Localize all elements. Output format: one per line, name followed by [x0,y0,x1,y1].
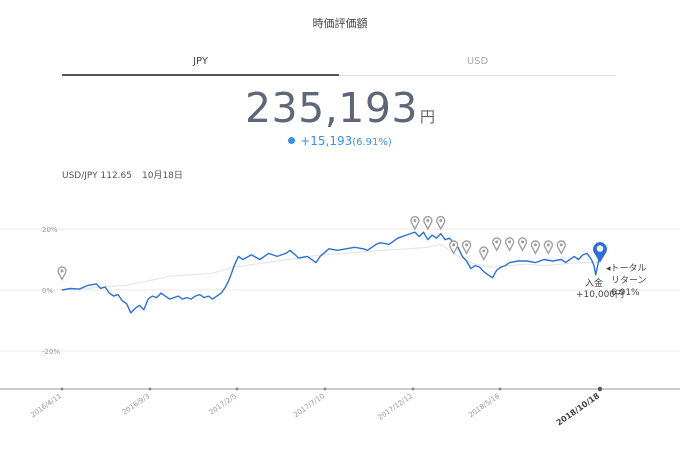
fx-date: 10月18日 [142,171,183,181]
x-tick-label: 2018/10/18 [555,391,602,428]
page-title: 時価評価額 [312,17,368,30]
portfolio-series-line [61,231,601,314]
x-tick-dot [60,387,64,391]
x-tick-label: 2018/5/16 [467,392,501,419]
event-marker-icon[interactable] [530,240,541,255]
event-marker-icon[interactable] [57,266,67,281]
event-marker-icon[interactable] [492,237,502,252]
currency-tabs: JPY USD [62,55,616,76]
x-tick-label: 2017/2/5 [208,392,238,417]
event-marker-icon[interactable] [517,237,528,252]
valuation-display: 235,193 円 [0,84,680,132]
x-tick-dot [597,386,603,392]
tab-usd[interactable]: USD [339,55,616,76]
event-marker-icon[interactable] [461,240,472,255]
event-marker-icon[interactable] [449,240,459,255]
valuation-unit: 円 [420,108,436,126]
fx-info: USD/JPY 112.65 10月18日 [62,168,183,181]
change-percent: (6.91%) [352,137,392,148]
y-tick-label: 20% [42,226,58,234]
valuation-amount: 235,193 [244,84,419,132]
x-tick-label: 2016/9/3 [121,392,151,417]
x-tick-label: 2016/4/11 [29,392,63,419]
event-marker-icon[interactable] [410,215,420,231]
x-tick-dot [498,387,502,391]
change-dot-icon [288,137,296,144]
total-return-label-2: リターン [611,275,647,286]
tab-jpy[interactable]: JPY [62,55,339,76]
event-marker-icon[interactable] [504,237,515,252]
x-tick-dot [148,387,152,391]
benchmark-series-line [61,243,600,291]
event-marker-icon[interactable] [543,240,553,255]
event-marker-icon[interactable] [556,240,566,255]
event-marker-icon[interactable] [479,246,489,261]
x-tick-dot [411,387,415,391]
deposit-amount: +10,000円 [576,289,624,300]
deposit-label: 入金 [585,277,603,289]
y-tick-label: 0% [42,287,53,295]
current-value-marker-icon[interactable] [593,242,607,263]
fx-rate: USD/JPY 112.65 [62,171,132,181]
y-tick-label: -20% [42,348,60,356]
x-tick-label: 2017/7/10 [292,392,326,419]
event-marker-icon[interactable] [436,215,446,231]
x-tick-dot [323,387,327,391]
x-tick-dot [235,387,239,391]
performance-chart[interactable]: 20% 0% -20% ◂トータル リターン 6.91% 入金 +10,000円 2… [0,190,680,458]
change-amount: +15,193 [300,134,353,148]
valuation-change: +15,193(6.91%) [0,134,680,148]
total-return-value: 6.91% [611,288,640,298]
total-return-label: ◂トータル [606,263,647,274]
event-marker-icon[interactable] [423,215,433,231]
x-tick-label: 2017/12/12 [376,392,414,422]
